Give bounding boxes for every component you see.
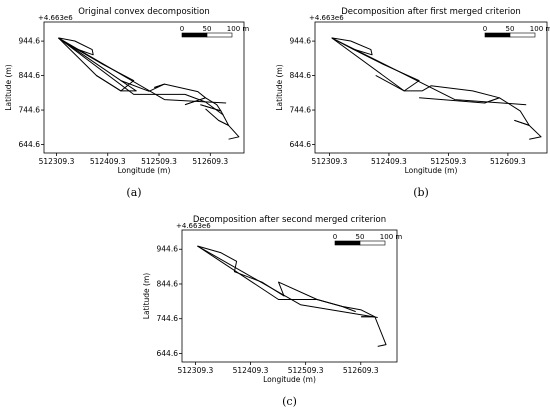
chart-title: Original convex decomposition <box>78 7 210 17</box>
y-tick-label: 844.6 <box>19 71 41 80</box>
y-tick-label: 944.6 <box>290 37 312 46</box>
y-tick-label: 644.6 <box>19 140 41 149</box>
scale-bar-label: 50 <box>506 25 515 33</box>
scale-bar-label: 100 m <box>227 25 250 33</box>
x-tick-label: 512309.3 <box>39 157 75 166</box>
decomposition-polygon <box>58 37 94 56</box>
scale-bar-label: 100 m <box>530 25 550 33</box>
y-axis-label: Latitude (m) <box>275 64 284 110</box>
x-tick-label: 512609.3 <box>192 157 228 166</box>
x-tick-label: 512509.3 <box>288 366 324 375</box>
decomposition-polygon <box>197 245 378 318</box>
decomposition-polygon <box>331 37 420 92</box>
y-tick-label: 944.6 <box>19 37 41 46</box>
y-tick-label: 944.6 <box>157 245 179 254</box>
figure-caption: (c) <box>282 395 297 408</box>
scale-bar-label: 0 <box>180 25 184 33</box>
x-tick-label: 512509.3 <box>431 157 467 166</box>
chart-panel-1: Original convex decomposition +4.663e6 512… <box>4 7 249 199</box>
y-axis-label: Latitude (m) <box>142 273 151 319</box>
y-tick-label: 644.6 <box>290 140 312 149</box>
decomposition-polygon <box>58 37 165 92</box>
decomposition-polygon <box>331 37 500 104</box>
x-tick-label: 512309.3 <box>312 157 348 166</box>
scale-bar-label: 0 <box>333 233 337 241</box>
chart-panel-2: Decomposition after first merged criteri… <box>275 7 550 199</box>
axis-offset-label: +4.663e6 <box>309 14 344 22</box>
decomposition-polygon <box>58 37 227 104</box>
chart-title: Decomposition after first merged criteri… <box>341 7 521 17</box>
decomposition-polygon <box>331 37 373 56</box>
decomposition-polygon <box>197 245 356 313</box>
decomposition-polygon <box>200 104 230 126</box>
decomposition-polygon <box>361 316 387 347</box>
scale-bar-label: 50 <box>356 233 365 241</box>
chart-title: Decomposition after second merged criter… <box>193 215 386 225</box>
y-tick-label: 744.6 <box>157 314 179 323</box>
x-tick-label: 512409.3 <box>371 157 407 166</box>
x-tick-label: 512409.3 <box>233 366 269 375</box>
plot-frame <box>181 229 398 363</box>
y-tick-label: 744.6 <box>19 106 41 115</box>
x-tick-label: 512409.3 <box>90 157 126 166</box>
y-tick-label: 744.6 <box>290 106 312 115</box>
x-tick-label: 512609.3 <box>343 366 379 375</box>
x-tick-label: 512309.3 <box>177 366 213 375</box>
axis-offset-label: +4.663e6 <box>176 222 211 230</box>
axis-offset-label: +4.663e6 <box>38 14 73 22</box>
x-axis-label: Longitude (m) <box>118 166 171 175</box>
scale-bar-white <box>359 240 386 246</box>
scale-bar-label: 50 <box>203 25 212 33</box>
y-tick-label: 844.6 <box>157 279 179 288</box>
y-tick-label: 844.6 <box>290 71 312 80</box>
plot-frame <box>314 21 548 154</box>
decomposition-polygon <box>514 119 542 140</box>
scale-bar-white <box>509 32 536 38</box>
figure-caption: (b) <box>413 186 429 199</box>
scale-bar-label: 100 m <box>380 233 403 241</box>
scale-bar-black <box>334 240 361 246</box>
x-tick-label: 512609.3 <box>490 157 526 166</box>
scale-bar-white <box>206 32 233 38</box>
chart-panel-3: Decomposition after second merged criter… <box>142 215 402 408</box>
scale-bar-black <box>484 32 511 38</box>
decomposition-polygon <box>58 37 224 116</box>
x-tick-label: 512509.3 <box>141 157 177 166</box>
plot-frame <box>43 21 245 154</box>
decomposition-polygon <box>197 245 318 300</box>
decomposition-polygon <box>58 37 137 92</box>
figure-caption: (a) <box>126 186 141 199</box>
x-axis-label: Longitude (m) <box>405 166 458 175</box>
scale-bar-label: 0 <box>483 25 487 33</box>
scale-bar-black <box>181 32 208 38</box>
x-axis-label: Longitude (m) <box>263 375 316 384</box>
decomposition-polygon <box>331 37 527 106</box>
y-tick-label: 644.6 <box>157 349 179 358</box>
y-axis-label: Latitude (m) <box>4 64 13 110</box>
decomposition-polygon <box>218 119 240 140</box>
